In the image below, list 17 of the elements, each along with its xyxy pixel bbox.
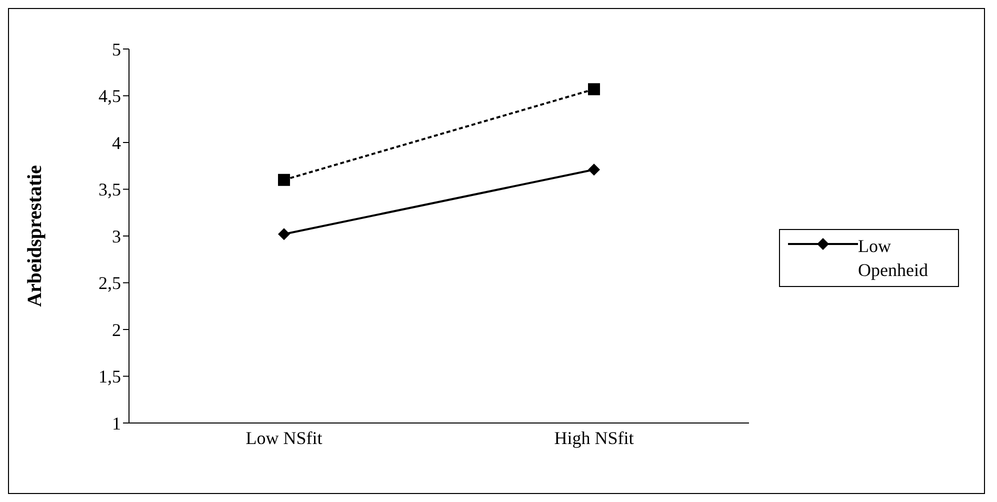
point	[278, 174, 290, 186]
y-tick-label: 4	[112, 132, 121, 153]
y-tick-label: 2	[112, 320, 121, 340]
legend-label: Low Openheid	[858, 235, 929, 282]
point	[278, 228, 290, 240]
x-tick-label: High NSfit	[554, 428, 634, 448]
y-tick-label: 3,5	[98, 180, 121, 200]
y-tick-label: 2,5	[98, 273, 121, 294]
y-tick-label: 1	[112, 413, 121, 434]
y-tick-label: 5	[112, 39, 121, 60]
y-tick-label: 4,5	[98, 86, 121, 106]
point	[588, 83, 600, 96]
x-tick-label: Low NSfit	[246, 428, 322, 448]
y-tick-label: 1,5	[98, 366, 121, 387]
y-axis-title: Arbeidsprestatie	[24, 164, 46, 307]
y-tick-label: 3	[112, 226, 121, 246]
point	[588, 164, 600, 176]
